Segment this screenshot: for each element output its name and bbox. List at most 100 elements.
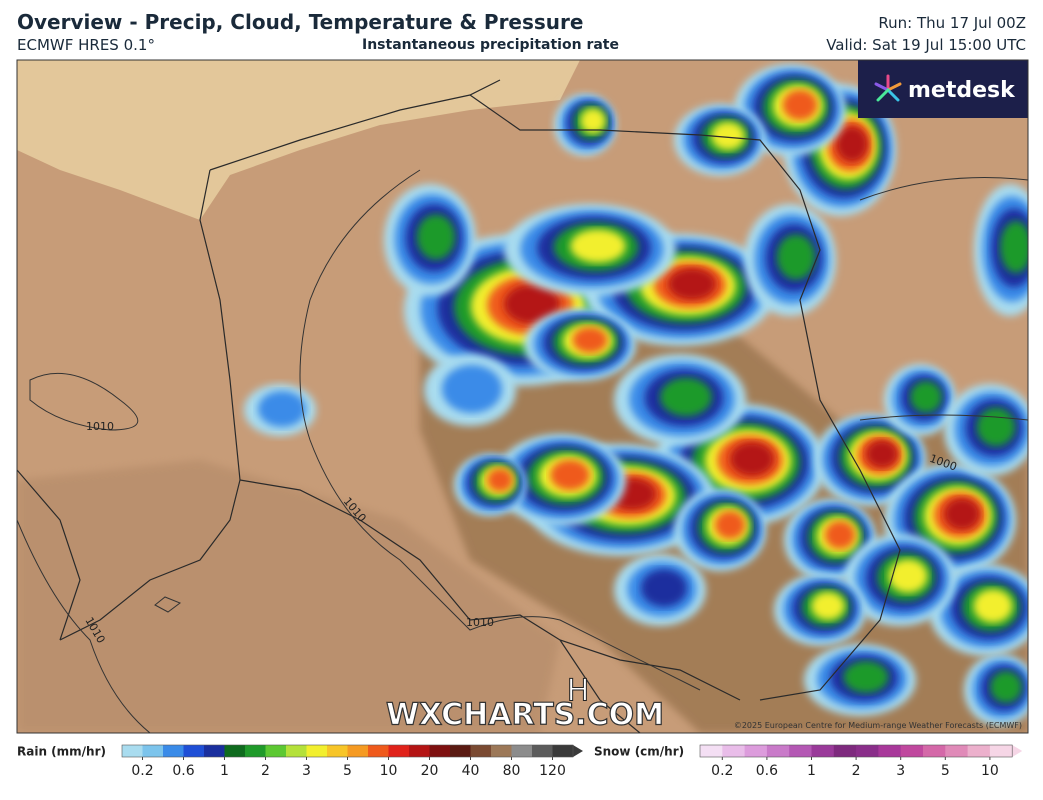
snow-swatch [722,745,746,757]
snow-legend-title: Snow (cm/hr) [594,745,684,759]
precip-cell [888,559,928,593]
precip-cell [776,234,816,280]
precip-cell [910,381,942,413]
rain-swatch [388,745,410,757]
logo-icon [874,74,902,102]
rain-swatch [450,745,471,757]
rain-label: 0.2 [131,763,153,779]
snow-swatch [789,745,812,757]
logo: metdesk [908,78,1016,103]
precip-cell [811,591,845,621]
rain-arrow [573,745,583,757]
isobars [17,169,1028,733]
rain-label: 20 [421,763,439,779]
rain-swatch [327,745,348,757]
rain-label: 120 [539,763,566,779]
rain-swatch [122,745,143,757]
snow-label: 0.6 [756,763,778,779]
snow-label: 0.2 [711,763,733,779]
rain-swatch [204,745,225,757]
precip-cell [714,510,746,540]
precip-cell [866,440,898,468]
rain-swatch [224,745,246,757]
precip-cell [580,108,606,134]
precip-cell [668,268,716,300]
snow-label: 5 [941,763,950,779]
precip-cell [640,569,688,607]
snow-swatch [811,745,835,757]
precip-cell [824,520,856,550]
snow-label: 10 [981,763,999,779]
rain-legend-title: Rain (mm/hr) [17,745,106,759]
pressure-center: H [567,674,590,709]
rain-label: 2 [261,763,270,779]
snow-swatch [878,745,902,757]
precipitation [244,64,1028,726]
copyright: ©2025 European Centre for Medium-range W… [734,721,1022,730]
map-area: 1010 1010 1010 1010 1000 H WXCHARTS.COM … [17,60,1028,733]
rain-label: 80 [503,763,521,779]
rain-label: 40 [462,763,480,779]
rain-label: 5 [343,763,352,779]
subtitle: Instantaneous precipitation rate [362,37,619,53]
rain-swatch [286,745,307,757]
precip-cell [843,661,889,693]
run: Run: Thu 17 Jul 00Z [878,14,1026,32]
snow-swatch [967,745,991,757]
rain-swatch [306,745,328,757]
isobar-label: 1010 [86,420,114,433]
watermark: WXCHARTS.COM [386,698,664,733]
rain-label: 0.6 [172,763,194,779]
snow-label: 3 [896,763,905,779]
precip-cell [711,121,745,151]
rain-swatch [142,745,164,757]
precip-cell [782,89,818,121]
snow-label: 1 [807,763,816,779]
map-frame [16,59,1029,734]
valid: Valid: Sat 19 Jul 15:00 UTC [826,36,1026,54]
rain-swatch [245,745,266,757]
precip-cell [504,284,560,324]
rain-swatch [183,745,205,757]
rain-swatch [163,745,184,757]
precip-cell [550,459,590,491]
rain-label: 10 [380,763,398,779]
rain-swatch [409,745,430,757]
precip-cell [836,126,868,162]
precip-cell [973,589,1013,623]
snow-swatch [766,745,790,757]
snow-label: 2 [852,763,861,779]
precip-cell [990,671,1022,703]
snow-swatch [900,745,924,757]
precip-cell [572,327,608,353]
rain-label: 1 [220,763,229,779]
precip-cell [570,229,626,263]
precip-cell [660,377,712,417]
rain-swatch [368,745,389,757]
snow-swatch [989,745,1013,757]
precip-cell [258,391,306,427]
snow-swatch [744,745,768,757]
title: Overview - Precip, Cloud, Temperature & … [17,10,584,34]
rain-swatch [532,745,553,757]
precip-cell [730,442,774,476]
terrain [17,460,560,733]
rain-swatch [470,745,492,757]
rain-swatch [265,745,287,757]
model: ECMWF HRES 0.1° [17,36,155,54]
snow-swatch [856,745,879,757]
snow-arrow [1012,745,1023,757]
snow-swatch [945,745,969,757]
snow-swatch [923,745,946,757]
precip-cell [976,407,1016,447]
rain-label: 3 [302,763,311,779]
rain-swatch [552,745,574,757]
precip-cell [416,214,456,260]
precip-cell [944,498,980,530]
precip-cell [442,365,502,413]
rain-swatch [429,745,451,757]
rain-swatch [347,745,369,757]
precip-cell [1000,221,1028,273]
